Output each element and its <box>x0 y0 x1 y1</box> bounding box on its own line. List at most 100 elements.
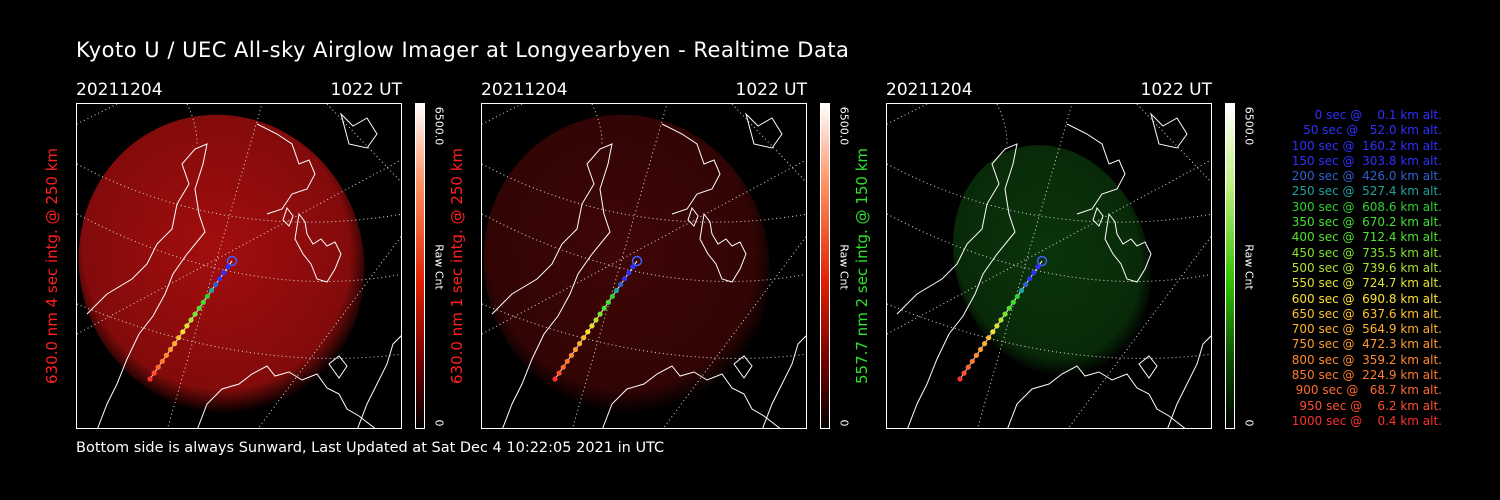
panel-date: 20211204 <box>76 80 163 100</box>
legend-row: 150 sec @ 303.8 km alt. <box>1287 153 1442 168</box>
trajectory-point <box>1036 255 1048 267</box>
allsky-image <box>76 103 402 429</box>
legend-row: 1000 sec @ 0.4 km alt. <box>1291 413 1442 428</box>
legend-row: 200 sec @ 426.0 km alt. <box>1287 169 1442 184</box>
trajectory-point <box>568 352 574 358</box>
legend-row: 950 sec @ 6.2 km alt. <box>1295 398 1442 413</box>
trajectory-point <box>622 276 628 282</box>
trajectory-point <box>552 376 558 382</box>
legend-row: 300 sec @ 608.6 km alt. <box>1287 199 1442 214</box>
panel-date: 20211204 <box>886 80 973 100</box>
legend-row: 800 sec @ 359.2 km alt. <box>1287 352 1442 367</box>
trajectory-point <box>631 255 643 267</box>
trajectory-point <box>556 370 562 376</box>
trajectory-point <box>192 311 198 317</box>
panel-side-label: 557.7 nm 2 sec intg. @ 150 km <box>853 147 871 385</box>
lat-lon-grid <box>887 104 1211 428</box>
trajectory-legend: 0 sec @ 0.1 km alt. 50 sec @ 52.0 km alt… <box>1262 108 1442 429</box>
trajectory-point <box>1018 287 1025 294</box>
trajectory-point <box>601 305 607 311</box>
trajectory-point <box>208 287 215 294</box>
trajectory-point <box>163 352 169 358</box>
colorbar-min-label: 0 <box>432 419 446 427</box>
trajectory-point <box>994 323 1000 329</box>
trajectory-point <box>167 346 174 353</box>
trajectory-point <box>982 341 988 347</box>
trajectory-point <box>159 358 165 364</box>
trajectory-point <box>585 329 591 335</box>
colorbar <box>820 103 830 429</box>
trajectory-point <box>213 282 219 288</box>
panel-time: 1022 UT <box>735 80 808 100</box>
legend-row: 100 sec @ 160.2 km alt. <box>1287 138 1442 153</box>
trajectory-point <box>1027 276 1033 282</box>
trajectory-point <box>572 346 579 353</box>
trajectory-point <box>973 352 979 358</box>
legend-row: 0 sec @ 0.1 km alt. <box>1303 108 1442 122</box>
footer-status: Bottom side is always Sunward, Last Upda… <box>76 440 665 456</box>
legend-row: 600 sec @ 690.8 km alt. <box>1287 291 1442 306</box>
colorbar <box>1225 103 1235 429</box>
trajectory-point <box>188 317 194 323</box>
colorbar-unit-label: Raw Cnt <box>837 244 851 290</box>
airglow-image <box>483 114 770 413</box>
colorbar-min-label: 0 <box>1242 419 1256 427</box>
colorbar-max-label: 6500.0 <box>1242 106 1256 146</box>
image-panel-1: 20211204 1022 UT 630.0 nm 4 sec intg. @ … <box>43 80 496 430</box>
legend-row: 500 sec @ 739.6 km alt. <box>1287 260 1442 275</box>
coastline <box>86 112 401 428</box>
trajectory-point <box>200 299 206 305</box>
legend-row: 350 sec @ 670.2 km alt. <box>1287 215 1442 230</box>
legend-row: 750 sec @ 472.3 km alt. <box>1287 337 1442 352</box>
rocket-trajectory <box>552 255 643 382</box>
trajectory-point <box>226 255 238 267</box>
trajectory-point <box>961 370 967 376</box>
legend-row: 700 sec @ 564.9 km alt. <box>1287 322 1442 337</box>
panel-side-label: 630.0 nm 4 sec intg. @ 250 km <box>43 147 61 385</box>
trajectory-point <box>1002 311 1008 317</box>
airglow-image <box>78 114 365 413</box>
trajectory-point <box>180 329 186 335</box>
trajectory-point <box>221 270 227 276</box>
trajectory-point <box>589 323 595 329</box>
trajectory-point <box>597 311 603 317</box>
trajectory-point <box>1035 264 1041 270</box>
trajectory-point <box>577 341 583 347</box>
legend-row: 900 sec @ 68.7 km alt. <box>1291 383 1442 398</box>
allsky-image <box>481 103 807 429</box>
colorbar <box>415 103 425 429</box>
legend-row: 850 sec @ 224.9 km alt. <box>1287 368 1442 383</box>
trajectory-point <box>957 376 963 382</box>
trajectory-point <box>172 341 178 347</box>
trajectory-point <box>605 299 611 305</box>
legend-row: 650 sec @ 637.6 km alt. <box>1287 306 1442 321</box>
trajectory-point <box>977 346 984 353</box>
trajectory-point <box>593 317 599 323</box>
trajectory-point <box>609 293 615 299</box>
image-panel-2: 20211204 1022 UT 630.0 nm 1 sec intg. @ … <box>448 80 901 430</box>
trajectory-point <box>613 287 620 294</box>
trajectory-point <box>564 358 570 364</box>
panel-time: 1022 UT <box>330 80 403 100</box>
image-panel-3: 20211204 1022 UT 557.7 nm 2 sec intg. @ … <box>853 80 1306 430</box>
allsky-image <box>886 103 1212 429</box>
rocket-trajectory <box>957 255 1048 382</box>
trajectory-point <box>1031 270 1037 276</box>
panel-side-label: 630.0 nm 1 sec intg. @ 250 km <box>448 147 466 385</box>
legend-row: 550 sec @ 724.7 km alt. <box>1287 276 1442 291</box>
legend-row: 450 sec @ 735.5 km alt. <box>1287 245 1442 260</box>
coastline <box>491 112 806 428</box>
colorbar-min-label: 0 <box>837 419 851 427</box>
trajectory-point <box>225 264 231 270</box>
trajectory-point <box>618 282 624 288</box>
trajectory-point <box>176 335 182 341</box>
trajectory-point <box>1006 305 1012 311</box>
trajectory-point <box>1023 282 1029 288</box>
trajectory-point <box>1010 299 1016 305</box>
panel-time: 1022 UT <box>1140 80 1213 100</box>
colorbar-max-label: 6500.0 <box>432 106 446 146</box>
trajectory-point <box>151 370 157 376</box>
trajectory-point <box>969 358 975 364</box>
trajectory-point <box>998 317 1004 323</box>
trajectory-point <box>196 305 202 311</box>
